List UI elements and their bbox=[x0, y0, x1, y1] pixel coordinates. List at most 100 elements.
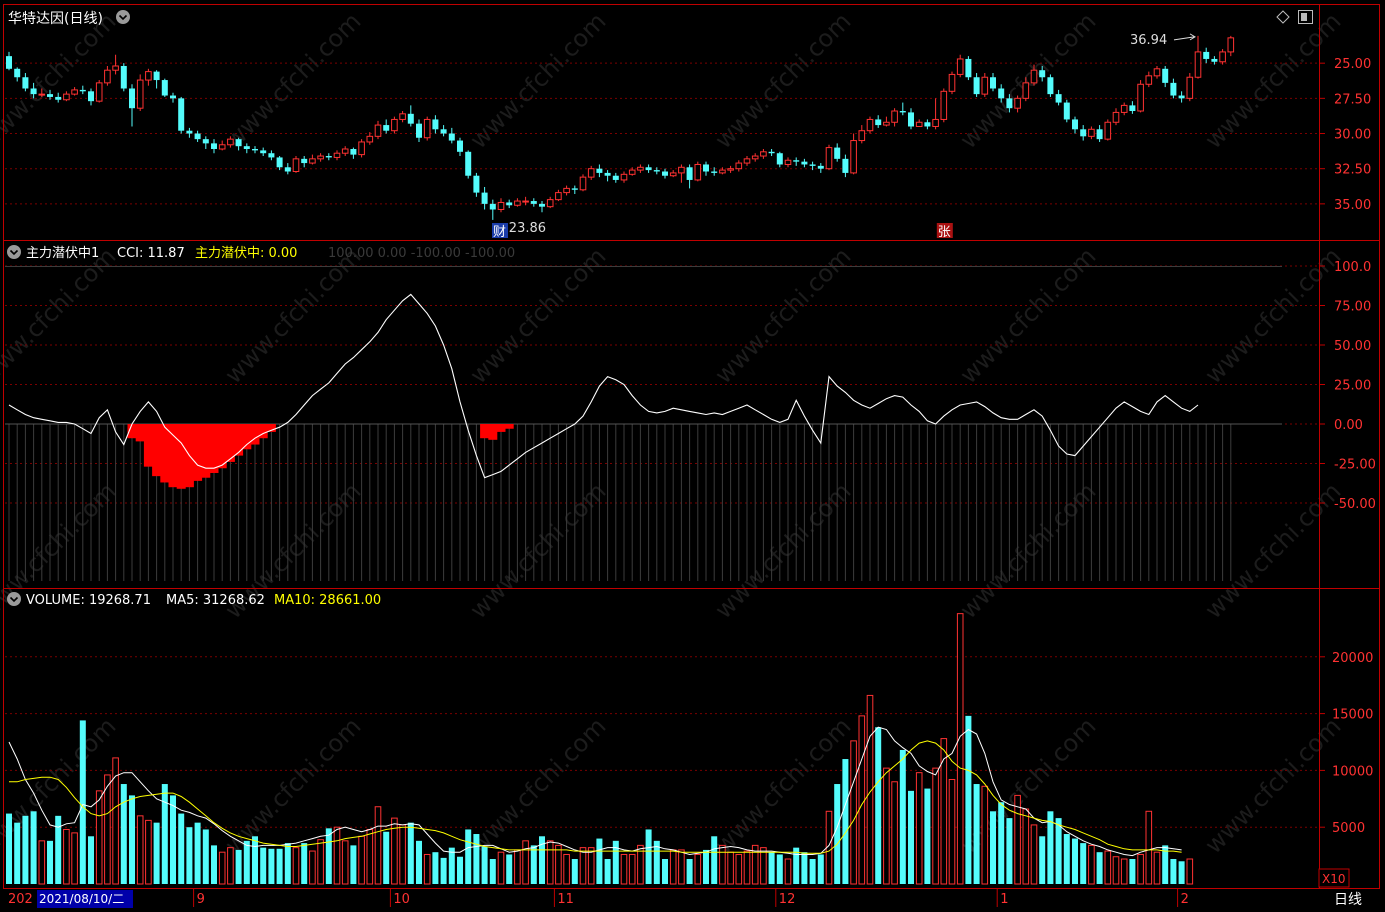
volume-bar bbox=[842, 759, 849, 884]
chevron-down-icon[interactable] bbox=[116, 10, 130, 24]
candle-body bbox=[899, 111, 906, 113]
grid-lines bbox=[5, 62, 1325, 828]
volume-bar bbox=[202, 829, 209, 884]
candle-body bbox=[940, 90, 948, 120]
candle-body bbox=[481, 192, 488, 204]
candle-body bbox=[620, 173, 628, 181]
high-arrow-head bbox=[1189, 33, 1196, 41]
volume-bar bbox=[1145, 810, 1153, 885]
candle-body bbox=[1072, 119, 1078, 130]
volume-bar bbox=[546, 840, 554, 885]
volume-bar bbox=[268, 848, 275, 884]
square-toggle-icon[interactable] bbox=[1298, 10, 1313, 24]
candle-body bbox=[735, 162, 743, 170]
candle-body bbox=[784, 159, 792, 165]
volume-bar bbox=[22, 815, 29, 884]
chevron-down-icon[interactable] bbox=[7, 245, 21, 259]
volume-bar bbox=[956, 613, 964, 885]
cci-line bbox=[8, 293, 1199, 479]
zlqf-bar bbox=[193, 424, 203, 481]
volume-bar bbox=[186, 827, 193, 884]
volume-bar bbox=[218, 851, 226, 885]
candle-body bbox=[1219, 51, 1226, 63]
cursor-date: 2021/08/10/二 bbox=[39, 892, 124, 906]
volume-bar bbox=[866, 694, 874, 885]
volume-bar bbox=[211, 845, 217, 884]
volume-bar bbox=[875, 727, 882, 884]
volume-bar bbox=[530, 845, 537, 884]
volume-bar bbox=[645, 829, 652, 884]
cai-marker: 财 bbox=[493, 225, 506, 240]
candle-body bbox=[325, 156, 332, 158]
zlqf-bar bbox=[225, 424, 235, 462]
price-tick-label: 27.50 bbox=[1334, 92, 1371, 107]
volume-marks bbox=[6, 613, 1194, 885]
volume-bar bbox=[317, 839, 324, 885]
candle-body bbox=[694, 163, 702, 181]
candle-body bbox=[366, 135, 374, 143]
candle-body bbox=[711, 171, 718, 173]
zlqf-bar bbox=[201, 424, 211, 478]
volume-bar bbox=[579, 847, 587, 885]
candle-body bbox=[47, 94, 53, 97]
panel-frames bbox=[3, 4, 1380, 889]
month-label: 10 bbox=[393, 892, 410, 907]
candle-body bbox=[973, 77, 980, 95]
volume-bar bbox=[703, 849, 709, 884]
month-label: 11 bbox=[557, 892, 574, 907]
candle-body bbox=[243, 146, 250, 149]
ma5-value: MA5: 31268.62 bbox=[166, 593, 265, 608]
cci-tick-label: 100.0 bbox=[1334, 260, 1371, 275]
candle-body bbox=[891, 110, 898, 123]
candle-body bbox=[555, 192, 562, 201]
volume-bar bbox=[998, 802, 1005, 884]
zlqf-bar bbox=[488, 424, 498, 440]
volume-bar bbox=[399, 824, 406, 885]
candle-body bbox=[768, 151, 775, 154]
high-price-label: 36.94 bbox=[1130, 33, 1167, 48]
candle-body bbox=[1186, 76, 1194, 99]
candle-body bbox=[202, 139, 209, 144]
chevron-down-icon[interactable] bbox=[7, 592, 21, 606]
volume-bar bbox=[325, 828, 332, 884]
cci-value: CCI: 11.87 bbox=[117, 246, 185, 261]
candle-body bbox=[79, 89, 86, 92]
zlqf-bar bbox=[250, 424, 260, 445]
volume-bar bbox=[1039, 836, 1046, 884]
candle-body bbox=[95, 82, 103, 102]
volume-bar bbox=[14, 822, 21, 884]
diamond-icon[interactable] bbox=[1276, 10, 1290, 24]
candle-body bbox=[235, 139, 242, 147]
volume-bar bbox=[448, 847, 455, 884]
month-label: 9 bbox=[197, 892, 205, 907]
cci-tick-label: -50.00 bbox=[1334, 497, 1376, 512]
candle-body bbox=[866, 118, 874, 132]
candle-body bbox=[170, 95, 176, 99]
candle-body bbox=[161, 80, 168, 96]
candle-body bbox=[825, 147, 833, 170]
volume-bar bbox=[669, 849, 677, 885]
period-label[interactable]: 日线 bbox=[1334, 892, 1362, 908]
candle-body bbox=[145, 71, 152, 81]
volume-bar bbox=[432, 852, 439, 884]
candle-body bbox=[55, 96, 62, 100]
candle-body bbox=[309, 158, 316, 164]
zlqf-bar bbox=[504, 424, 514, 429]
candle-body bbox=[407, 113, 414, 124]
volume-bar bbox=[571, 859, 578, 884]
volume-bar bbox=[6, 813, 12, 884]
candle-body bbox=[1170, 82, 1177, 96]
candle-body bbox=[129, 88, 135, 109]
volume-bar bbox=[858, 715, 866, 885]
volume-bar bbox=[333, 826, 341, 885]
candle-body bbox=[727, 168, 734, 171]
candle-body bbox=[391, 118, 398, 132]
candle-body bbox=[637, 166, 644, 171]
volume-bar bbox=[112, 757, 119, 885]
candle-body bbox=[383, 125, 390, 131]
volume-bar bbox=[374, 806, 382, 885]
candle-body bbox=[1178, 95, 1185, 99]
candle-body bbox=[998, 88, 1005, 99]
